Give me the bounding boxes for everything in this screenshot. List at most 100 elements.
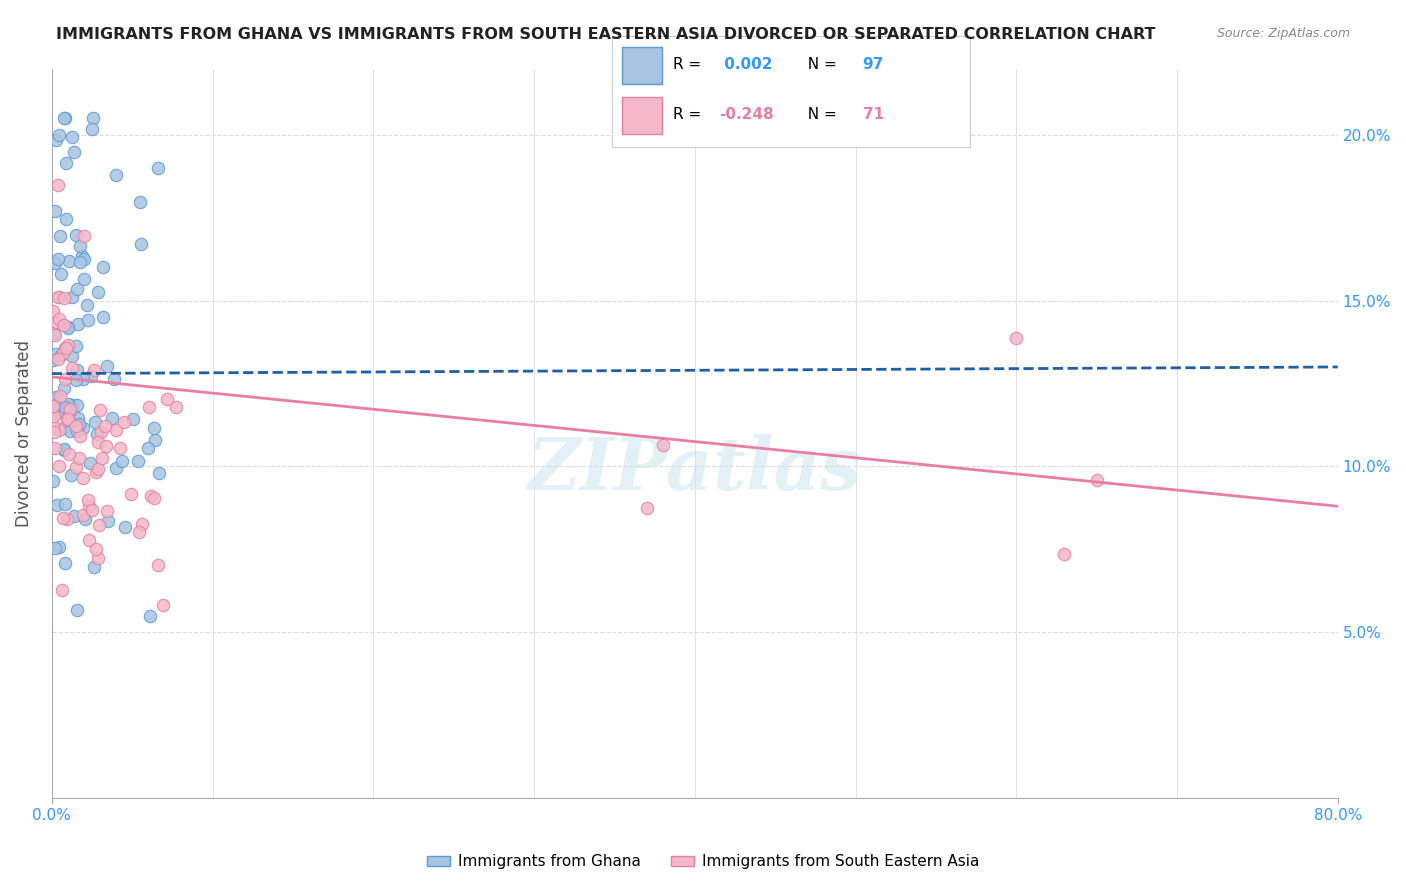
- Point: [63, 145, 86, 160]
- Point: [45, 398, 67, 412]
- Point: [112, 415, 135, 429]
- Point: [72, 508, 94, 522]
- Point: [53, 112, 76, 126]
- Point: [89, 403, 111, 417]
- Point: [49, 347, 72, 361]
- Point: [94, 418, 117, 433]
- Point: [143, 491, 166, 505]
- Point: [110, 454, 132, 468]
- Point: [46, 178, 69, 192]
- Point: [120, 487, 142, 501]
- Point: [52, 442, 75, 457]
- Point: [58, 406, 80, 420]
- Point: [45, 498, 67, 512]
- Y-axis label: Divorced or Separated: Divorced or Separated: [15, 340, 32, 527]
- Point: [152, 598, 174, 612]
- Point: [65, 459, 87, 474]
- Point: [83, 362, 105, 376]
- Point: [84, 465, 107, 479]
- Text: N =: N =: [799, 107, 842, 122]
- Point: [96, 504, 118, 518]
- Point: [44, 400, 66, 414]
- Point: [77, 313, 100, 327]
- Point: [56, 396, 79, 410]
- Point: [82, 112, 104, 126]
- Point: [69, 429, 91, 443]
- Point: [91, 310, 114, 324]
- Point: [87, 462, 110, 476]
- Point: [72, 471, 94, 485]
- Point: [42, 304, 65, 318]
- Point: [56, 337, 79, 351]
- Point: [60, 290, 83, 304]
- Text: N =: N =: [799, 57, 842, 72]
- Point: [65, 227, 87, 242]
- Point: [79, 456, 101, 470]
- Point: [139, 608, 162, 623]
- Point: [143, 433, 166, 447]
- Point: [66, 398, 89, 412]
- Point: [87, 434, 110, 449]
- Point: [65, 339, 87, 353]
- Point: [51, 346, 73, 360]
- Point: [67, 417, 90, 431]
- Point: [49, 267, 72, 281]
- Point: [56, 321, 79, 335]
- Point: [87, 285, 110, 299]
- Point: [103, 372, 125, 386]
- Point: [56, 512, 79, 526]
- Point: [90, 450, 112, 465]
- Point: [49, 228, 72, 243]
- Point: [48, 459, 70, 474]
- Point: [105, 169, 128, 183]
- Point: [97, 514, 120, 528]
- Text: -0.248: -0.248: [720, 107, 773, 122]
- Text: 71: 71: [862, 107, 884, 122]
- Point: [80, 122, 103, 136]
- Point: [155, 392, 177, 406]
- Point: [1085, 473, 1108, 487]
- Point: [128, 195, 150, 210]
- Point: [139, 489, 162, 503]
- Point: [77, 533, 100, 547]
- Point: [105, 460, 128, 475]
- Point: [73, 512, 96, 526]
- Point: [67, 410, 90, 425]
- Point: [42, 409, 65, 423]
- Point: [52, 292, 75, 306]
- Point: [48, 290, 70, 304]
- Point: [44, 391, 66, 405]
- Bar: [623, 97, 662, 134]
- Point: [58, 412, 80, 426]
- Point: [44, 328, 66, 343]
- Point: [83, 560, 105, 574]
- Point: [42, 353, 65, 368]
- Point: [48, 404, 70, 418]
- Point: [52, 112, 75, 126]
- Point: [42, 474, 65, 488]
- Text: R =: R =: [672, 57, 706, 72]
- Point: [131, 517, 153, 532]
- Point: [44, 441, 66, 455]
- Point: [45, 347, 67, 361]
- Point: [129, 237, 152, 252]
- Point: [121, 412, 143, 426]
- Point: [69, 238, 91, 252]
- Point: [45, 315, 67, 329]
- Point: [65, 363, 87, 377]
- Point: [60, 129, 83, 144]
- Point: [53, 341, 76, 355]
- Point: [53, 497, 76, 511]
- Point: [651, 438, 673, 452]
- Point: [44, 204, 66, 219]
- Point: [76, 298, 98, 312]
- Point: [48, 312, 70, 326]
- Point: [80, 503, 103, 517]
- Point: [66, 424, 89, 438]
- Text: 97: 97: [862, 57, 884, 72]
- Point: [52, 381, 75, 395]
- Point: [48, 540, 70, 554]
- Point: [46, 252, 69, 266]
- Point: [62, 509, 84, 524]
- Point: [143, 421, 166, 435]
